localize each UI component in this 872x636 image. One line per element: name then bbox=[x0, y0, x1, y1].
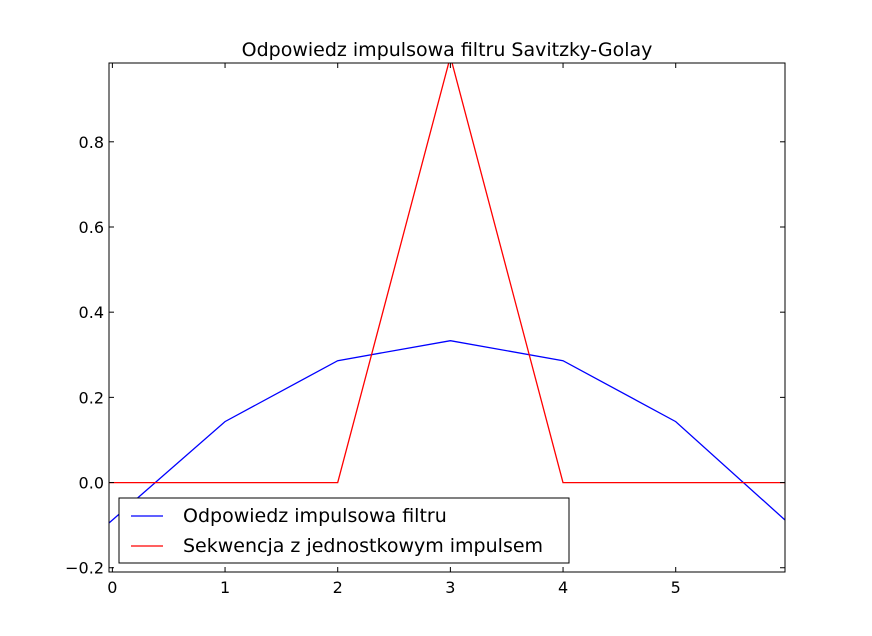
y-tick-label: 0.8 bbox=[79, 133, 104, 152]
y-tick-label: 0.6 bbox=[79, 218, 104, 237]
series-line-2 bbox=[109, 63, 785, 484]
y-tick-label: 0.4 bbox=[79, 303, 104, 322]
legend: Odpowiedz impulsowa filtru Sekwencja z je… bbox=[118, 497, 570, 564]
legend-label-2: Sekwencja z jednostkowym impulsem bbox=[183, 535, 543, 557]
x-tick-label: 2 bbox=[333, 578, 343, 597]
plot-frame bbox=[108, 62, 786, 573]
y-tick-label: −0.2 bbox=[65, 559, 104, 578]
series-line-1 bbox=[109, 340, 785, 524]
x-tick-label: 1 bbox=[220, 578, 230, 597]
x-tick-label: 4 bbox=[558, 578, 568, 597]
legend-box bbox=[118, 497, 570, 564]
y-tick-label: 0.0 bbox=[79, 474, 104, 493]
y-tick-label: 0.2 bbox=[79, 388, 104, 407]
plot-background bbox=[109, 63, 785, 572]
x-tick-label: 3 bbox=[445, 578, 455, 597]
x-tick-label: 5 bbox=[671, 578, 681, 597]
legend-label-1: Odpowiedz impulsowa filtru bbox=[183, 505, 447, 527]
chart-title: Odpowiedz impulsowa filtru Savitzky-Gola… bbox=[242, 39, 653, 61]
x-tick-label: 0 bbox=[107, 578, 117, 597]
